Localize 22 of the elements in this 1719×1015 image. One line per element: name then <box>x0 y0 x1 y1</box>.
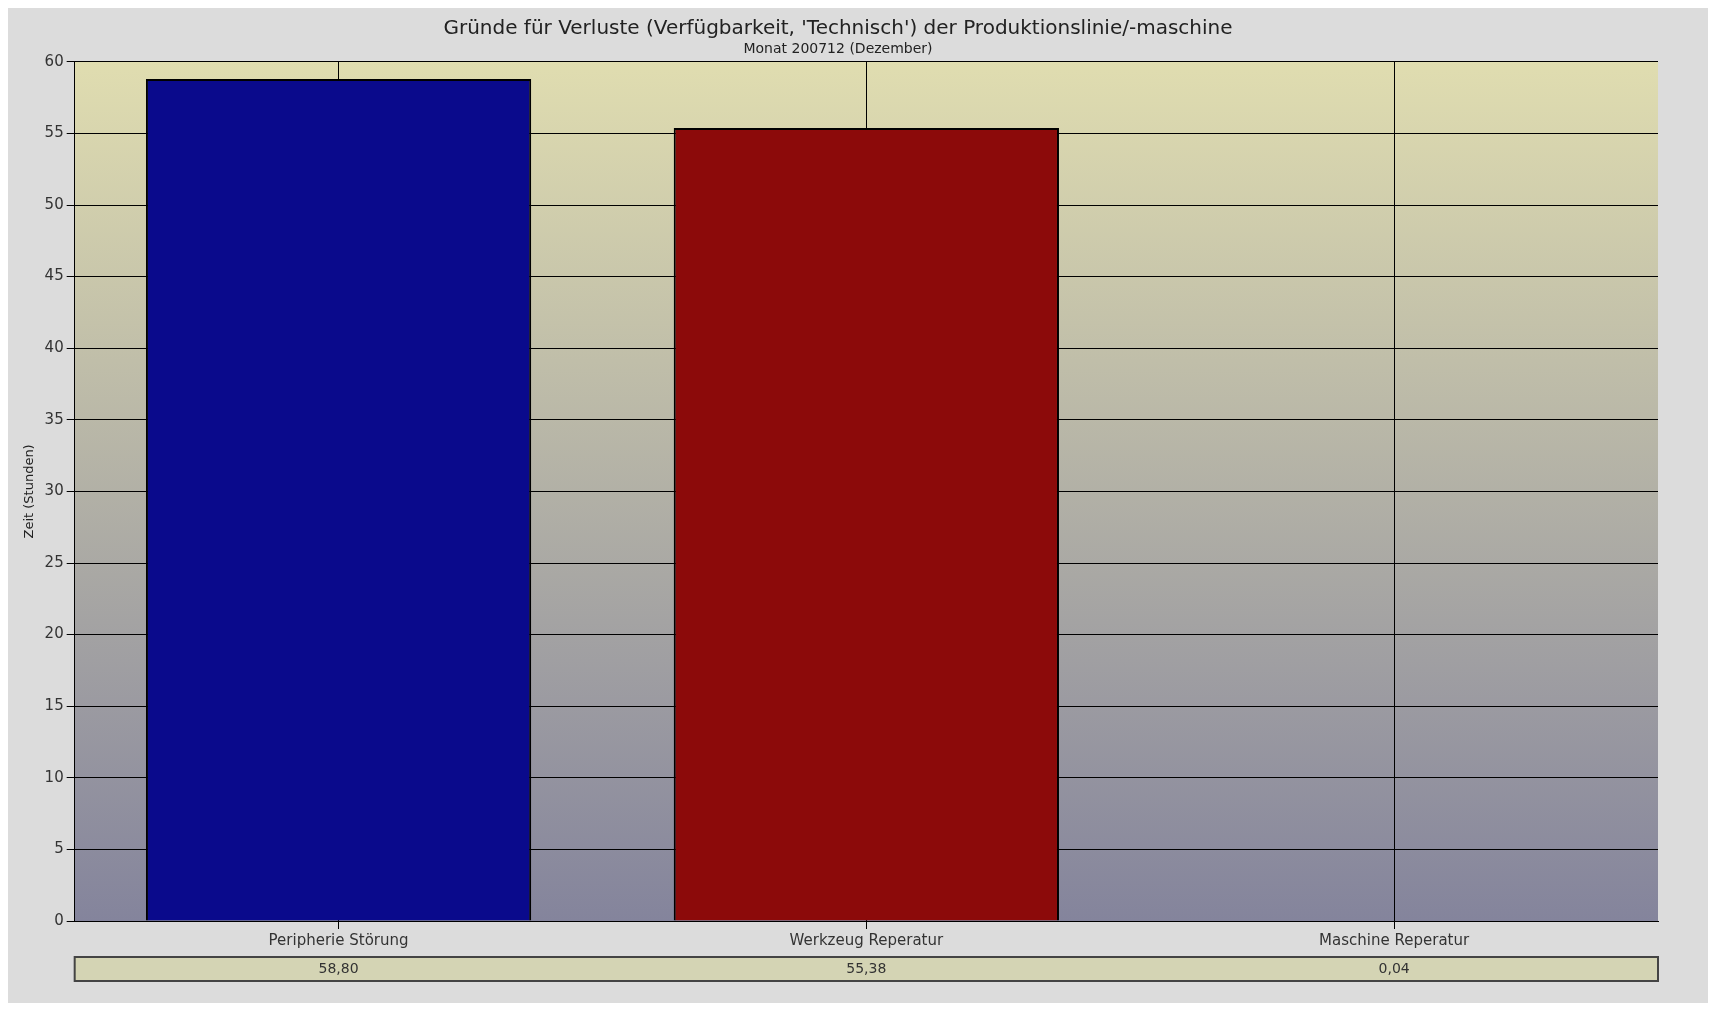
y-tick-label: 0 <box>54 910 64 929</box>
y-tick-label: 25 <box>44 552 64 571</box>
y-tick-label: 55 <box>44 123 64 142</box>
x-tick-label: Peripherie Störung <box>268 930 409 949</box>
data-label: 0,04 <box>1378 959 1410 976</box>
y-axis-title: Zeit (Stunden) <box>21 444 37 539</box>
y-tick-label: 50 <box>44 194 64 213</box>
chart-title: Gründe für Verluste (Verfügbarkeit, 'Technisch') der Produktionslinie/-maschine <box>443 15 1233 40</box>
y-tick-label: 60 <box>44 51 64 70</box>
y-tick-label: 20 <box>44 624 64 643</box>
data-label: 58,80 <box>318 959 359 976</box>
y-tick-label: 30 <box>44 481 64 500</box>
y-tick-label: 10 <box>44 767 64 786</box>
x-tick-label: Maschine Reperatur <box>1319 930 1470 949</box>
y-tick-label: 15 <box>44 696 64 715</box>
chart-subtitle: Monat 200712 (Dezember) <box>743 40 933 57</box>
y-tick-label: 40 <box>44 338 64 357</box>
y-tick-label: 45 <box>44 266 64 285</box>
y-tick-label: 35 <box>44 409 64 428</box>
data-label: 55,38 <box>846 959 887 976</box>
x-tick-label: Werkzeug Reperatur <box>789 930 944 949</box>
y-tick-label: 5 <box>54 839 64 858</box>
